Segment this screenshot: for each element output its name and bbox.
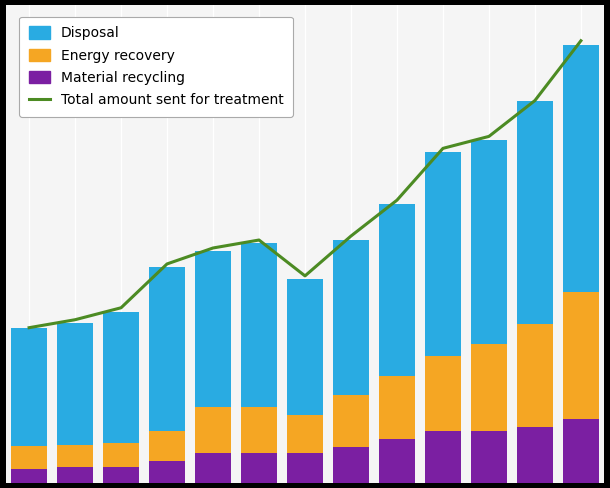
Bar bbox=[149, 461, 185, 483]
Bar bbox=[57, 323, 93, 445]
Bar bbox=[240, 407, 278, 453]
Bar bbox=[149, 267, 185, 430]
Bar bbox=[195, 407, 231, 453]
Bar bbox=[470, 431, 508, 483]
Bar bbox=[379, 204, 415, 376]
Bar bbox=[57, 467, 93, 483]
Bar bbox=[332, 447, 370, 483]
Bar bbox=[149, 430, 185, 461]
Bar bbox=[11, 328, 48, 447]
Bar bbox=[287, 279, 323, 415]
Bar bbox=[11, 447, 48, 469]
Bar bbox=[470, 344, 508, 431]
Bar bbox=[332, 240, 370, 395]
Bar bbox=[287, 415, 323, 453]
Bar bbox=[517, 427, 553, 483]
Bar bbox=[287, 453, 323, 483]
Bar bbox=[517, 101, 553, 324]
Bar bbox=[562, 45, 599, 292]
Bar bbox=[11, 469, 48, 483]
Bar bbox=[562, 419, 599, 483]
Bar bbox=[102, 312, 140, 443]
Bar bbox=[57, 445, 93, 467]
Bar bbox=[102, 443, 140, 467]
Bar bbox=[517, 324, 553, 427]
Bar bbox=[425, 431, 461, 483]
Bar bbox=[195, 251, 231, 407]
Bar bbox=[240, 243, 278, 407]
Bar bbox=[425, 356, 461, 431]
Bar bbox=[562, 292, 599, 419]
Bar bbox=[332, 395, 370, 447]
Bar bbox=[470, 141, 508, 344]
Bar bbox=[425, 152, 461, 356]
Bar bbox=[379, 376, 415, 439]
Bar bbox=[195, 453, 231, 483]
Bar bbox=[102, 467, 140, 483]
Legend: Disposal, Energy recovery, Material recycling, Total amount sent for treatment: Disposal, Energy recovery, Material recy… bbox=[19, 17, 293, 117]
Bar bbox=[240, 453, 278, 483]
Bar bbox=[379, 439, 415, 483]
